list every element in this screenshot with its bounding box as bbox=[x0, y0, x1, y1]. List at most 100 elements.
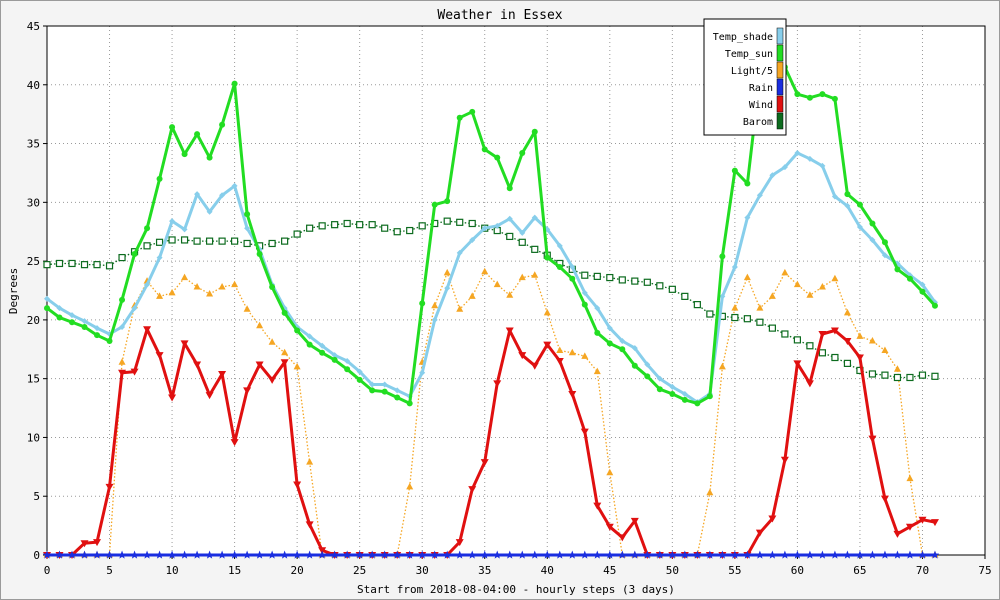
series-point bbox=[131, 305, 138, 312]
series-point bbox=[669, 383, 676, 390]
series-point bbox=[181, 151, 188, 158]
series-point bbox=[844, 191, 851, 198]
series-point bbox=[855, 550, 865, 559]
series-point bbox=[594, 305, 601, 312]
y-tick-label: 40 bbox=[27, 79, 40, 92]
x-tick-label: 45 bbox=[603, 564, 616, 577]
series-point bbox=[219, 121, 226, 128]
series-point bbox=[593, 502, 602, 510]
series-point bbox=[181, 226, 188, 233]
series-point bbox=[930, 550, 940, 559]
series-point bbox=[467, 550, 477, 559]
series-point bbox=[630, 517, 639, 525]
series-point bbox=[381, 381, 388, 388]
legend-swatch bbox=[776, 78, 784, 96]
series-point bbox=[67, 550, 77, 559]
series-line bbox=[46, 151, 937, 404]
series-point bbox=[168, 394, 177, 402]
series-point bbox=[431, 316, 438, 323]
series-point bbox=[142, 550, 152, 559]
series-point bbox=[281, 309, 288, 316]
series-point bbox=[517, 550, 527, 559]
series-point bbox=[94, 325, 101, 332]
series-point bbox=[481, 225, 488, 232]
series-point bbox=[380, 550, 389, 559]
series-point bbox=[918, 371, 927, 379]
series-point bbox=[919, 288, 926, 295]
x-tick-label: 25 bbox=[353, 564, 366, 577]
series-point bbox=[442, 550, 452, 559]
series-point bbox=[844, 202, 851, 209]
x-tick-label: 5 bbox=[106, 564, 113, 577]
series-point bbox=[219, 192, 226, 199]
series-point bbox=[69, 312, 76, 319]
series-point bbox=[868, 550, 877, 559]
series-point bbox=[906, 275, 913, 282]
legend: Temp_shade Temp_sun Light/5 Rain Wind Barom bbox=[703, 18, 787, 136]
series-point bbox=[756, 192, 763, 199]
series-point bbox=[580, 550, 590, 559]
series-point bbox=[493, 280, 501, 288]
series-point bbox=[868, 370, 877, 378]
series-point bbox=[793, 550, 802, 559]
series-point bbox=[469, 236, 476, 243]
series-point bbox=[256, 321, 264, 329]
series-point bbox=[331, 352, 338, 359]
series-point bbox=[743, 273, 751, 281]
series-point bbox=[144, 281, 151, 288]
legend-swatch bbox=[776, 112, 784, 130]
series-point bbox=[818, 330, 827, 338]
series-point bbox=[242, 550, 252, 559]
series-point bbox=[481, 146, 488, 153]
series-point bbox=[655, 550, 665, 559]
series-point bbox=[806, 291, 814, 298]
series-point bbox=[80, 540, 89, 548]
series-point bbox=[718, 550, 727, 559]
series-point bbox=[681, 390, 688, 397]
y-tick-label: 45 bbox=[27, 20, 40, 33]
series-point bbox=[268, 376, 277, 384]
series-point bbox=[392, 550, 402, 559]
series-point bbox=[781, 330, 789, 338]
series-point bbox=[580, 428, 589, 436]
series-point bbox=[418, 222, 426, 230]
series-point bbox=[206, 154, 213, 161]
series-point bbox=[555, 358, 564, 366]
series-point bbox=[694, 400, 701, 407]
series-point bbox=[768, 515, 777, 523]
series-point bbox=[719, 293, 726, 300]
series-point bbox=[568, 550, 577, 559]
series-point bbox=[893, 365, 901, 372]
x-tick-label: 10 bbox=[165, 564, 178, 577]
series-point bbox=[344, 358, 351, 365]
series-point bbox=[881, 346, 889, 353]
series-point bbox=[556, 242, 563, 249]
series-point bbox=[518, 352, 527, 360]
series-point bbox=[793, 336, 802, 344]
x-axis-title: Start from 2018-08-04:00 - hourly steps … bbox=[357, 583, 675, 596]
series-point bbox=[718, 362, 726, 370]
series-point bbox=[156, 292, 164, 299]
series-point bbox=[755, 529, 764, 537]
series-point bbox=[93, 261, 101, 269]
series-point bbox=[243, 239, 251, 248]
series-point bbox=[706, 488, 714, 496]
series-point bbox=[843, 308, 851, 316]
series-point bbox=[180, 550, 189, 559]
series-point bbox=[743, 550, 752, 559]
series-point bbox=[206, 290, 214, 297]
series-point bbox=[569, 275, 576, 282]
series-point bbox=[118, 358, 126, 365]
series-rain bbox=[42, 550, 940, 559]
series-point bbox=[830, 550, 840, 559]
series-point bbox=[342, 550, 352, 559]
series-point bbox=[668, 285, 676, 293]
y-tick-label: 15 bbox=[27, 373, 40, 386]
series-point bbox=[894, 266, 901, 273]
series-point bbox=[106, 338, 113, 345]
series-point bbox=[80, 261, 89, 269]
series-point bbox=[680, 550, 690, 559]
series-point bbox=[117, 550, 127, 559]
series-point bbox=[280, 550, 289, 559]
